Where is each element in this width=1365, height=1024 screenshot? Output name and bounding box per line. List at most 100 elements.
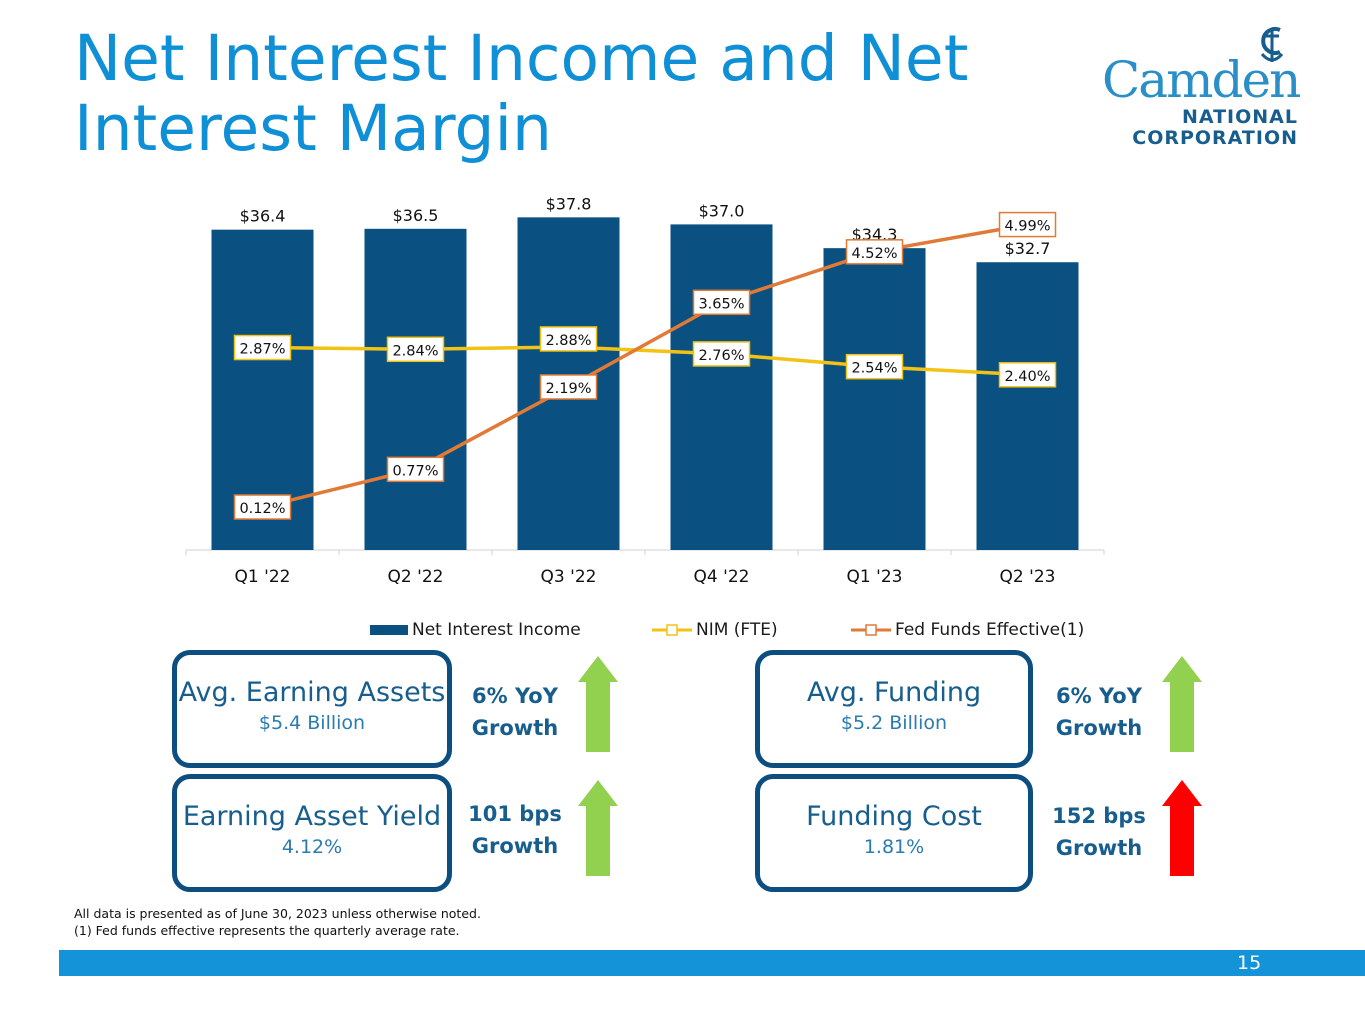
- bar-value-label: $32.7: [1005, 239, 1051, 258]
- metric-growth-avg-funding: 6% YoY Growth: [1044, 680, 1154, 744]
- data-label-box: [386, 336, 445, 363]
- bar-value-label: $36.4: [240, 207, 286, 226]
- up-arrow-icon: [1162, 780, 1202, 876]
- x-tick-label: Q1 '23: [847, 567, 903, 587]
- page-number: 15: [1237, 952, 1262, 974]
- bar-value-label: $36.5: [393, 206, 439, 225]
- data-label-text: 0.77%: [392, 463, 438, 479]
- data-label-fed: 4.99%: [998, 211, 1057, 238]
- legend-item-fed: Fed Funds Effective(1): [851, 620, 1084, 640]
- slide-title: Net Interest Income and Net Interest Mar…: [74, 22, 969, 165]
- legend-item-nii: Net Interest Income: [370, 620, 581, 640]
- legend-item-nim: NIM (FTE): [652, 620, 778, 640]
- metric-box-avg-funding: Avg. Funding $5.2 Billion: [755, 650, 1033, 768]
- footnote-fed-funds: (1) Fed funds effective represents the q…: [74, 923, 460, 938]
- growth-line-2: Growth: [471, 834, 559, 858]
- data-label-nim: 2.87%: [233, 334, 292, 361]
- bar-nii-4: [823, 248, 926, 550]
- data-label-nim: 2.54%: [845, 353, 904, 380]
- anchor-icon: [1260, 27, 1284, 62]
- data-label-text: 4.52%: [851, 246, 897, 262]
- metric-value: 1.81%: [863, 836, 925, 858]
- up-arrow-icon: [578, 780, 618, 876]
- data-label-box: [845, 353, 904, 380]
- metric-title: Avg. Funding: [806, 677, 982, 708]
- data-label-box: [539, 326, 598, 352]
- legend-swatch-fed: [851, 624, 891, 636]
- data-label-fed: 4.52%: [845, 239, 904, 265]
- data-label-box: [998, 211, 1057, 238]
- bar-nii-5: [976, 262, 1079, 550]
- up-arrow-icon: [578, 656, 618, 752]
- metric-value: $5.2 Billion: [840, 712, 948, 734]
- logo-word: Camden: [1102, 51, 1301, 109]
- data-label-text: 2.40%: [1004, 369, 1050, 385]
- bar-value-label: $37.8: [546, 194, 592, 213]
- data-label-box: [845, 239, 904, 265]
- metric-title: Earning Asset Yield: [182, 801, 442, 832]
- data-label-text: 2.87%: [239, 342, 285, 358]
- data-label-box: [233, 334, 292, 361]
- growth-line-2: Growth: [471, 716, 559, 740]
- data-label-box: [692, 341, 751, 367]
- data-label-nim: 2.40%: [998, 362, 1057, 388]
- x-tick-label: Q2 '23: [1000, 567, 1056, 587]
- data-label-text: 2.54%: [851, 361, 897, 377]
- data-label-fed: 0.77%: [386, 456, 445, 483]
- footnote-data-date: All data is presented as of June 30, 202…: [74, 906, 481, 921]
- growth-line-1: 152 bps: [1052, 804, 1146, 828]
- data-label-text: 2.19%: [545, 381, 591, 397]
- data-label-text: 0.12%: [239, 501, 285, 517]
- metric-box-earning-asset-yield: Earning Asset Yield 4.12%: [172, 774, 452, 892]
- metric-title: Avg. Earning Assets: [178, 677, 446, 708]
- metric-value: 4.12%: [281, 836, 343, 858]
- data-label-nim: 2.84%: [386, 336, 445, 363]
- data-label-fed: 2.19%: [539, 374, 598, 400]
- legend-label-nim: NIM (FTE): [696, 620, 778, 640]
- metric-box-funding-cost: Funding Cost 1.81%: [755, 774, 1033, 892]
- data-label-box: [692, 289, 751, 316]
- data-label-text: 2.76%: [698, 348, 744, 364]
- logo-line-national: NATIONAL: [1181, 106, 1298, 128]
- x-tick-label: Q3 '22: [541, 567, 597, 587]
- data-label-fed: 3.65%: [692, 289, 751, 316]
- x-tick-label: Q2 '22: [388, 567, 444, 587]
- metric-growth-avg-earning-assets: 6% YoY Growth: [460, 680, 570, 744]
- metric-value: $5.4 Billion: [258, 712, 366, 734]
- growth-line-1: 6% YoY: [472, 684, 558, 708]
- data-label-box: [386, 456, 445, 483]
- logo-line-corporation: CORPORATION: [1132, 127, 1298, 149]
- data-label-nim: 2.88%: [539, 326, 598, 352]
- growth-line-1: 6% YoY: [1056, 684, 1142, 708]
- data-label-text: 2.88%: [545, 333, 591, 349]
- bar-nii-3: [670, 224, 773, 550]
- bar-nii-1: [364, 228, 467, 551]
- bar-value-label: $37.0: [699, 201, 745, 220]
- growth-line-2: Growth: [1055, 836, 1143, 860]
- legend-label-fed: Fed Funds Effective(1): [895, 620, 1085, 640]
- metric-growth-earning-asset-yield: 101 bps Growth: [460, 798, 570, 862]
- legend-swatch-bar: [370, 625, 408, 635]
- data-label-box: [539, 374, 598, 400]
- growth-line-2: Growth: [1055, 716, 1143, 740]
- data-label-text: 4.99%: [1004, 219, 1050, 235]
- data-label-fed: 0.12%: [233, 494, 292, 520]
- data-label-box: [233, 494, 292, 520]
- x-tick-label: Q1 '22: [235, 567, 291, 587]
- x-tick-label: Q4 '22: [694, 567, 750, 587]
- metric-growth-funding-cost: 152 bps Growth: [1044, 800, 1154, 864]
- footer-bar: [59, 950, 1365, 976]
- legend-label-nii: Net Interest Income: [412, 620, 581, 640]
- nii-nim-chart: $36.4 Q1 '22 $36.5 Q2 '22 $37.8 Q3 '22 $37.0 Q4…: [185, 194, 1105, 587]
- legend-swatch-nim: [652, 624, 692, 636]
- up-arrow-icon: [1162, 656, 1202, 752]
- growth-line-1: 101 bps: [468, 802, 562, 826]
- data-label-nim: 2.76%: [692, 341, 751, 367]
- metric-box-avg-earning-assets: Avg. Earning Assets $5.4 Billion: [172, 650, 452, 768]
- data-label-box: [998, 362, 1057, 388]
- data-label-text: 3.65%: [698, 296, 744, 312]
- data-label-text: 2.84%: [392, 343, 438, 359]
- chart-legend: Net Interest Income NIM (FTE) Fed Funds …: [0, 620, 1365, 642]
- company-logo: Camden NATIONAL CORPORATION: [1098, 22, 1308, 152]
- metric-title: Funding Cost: [806, 801, 982, 832]
